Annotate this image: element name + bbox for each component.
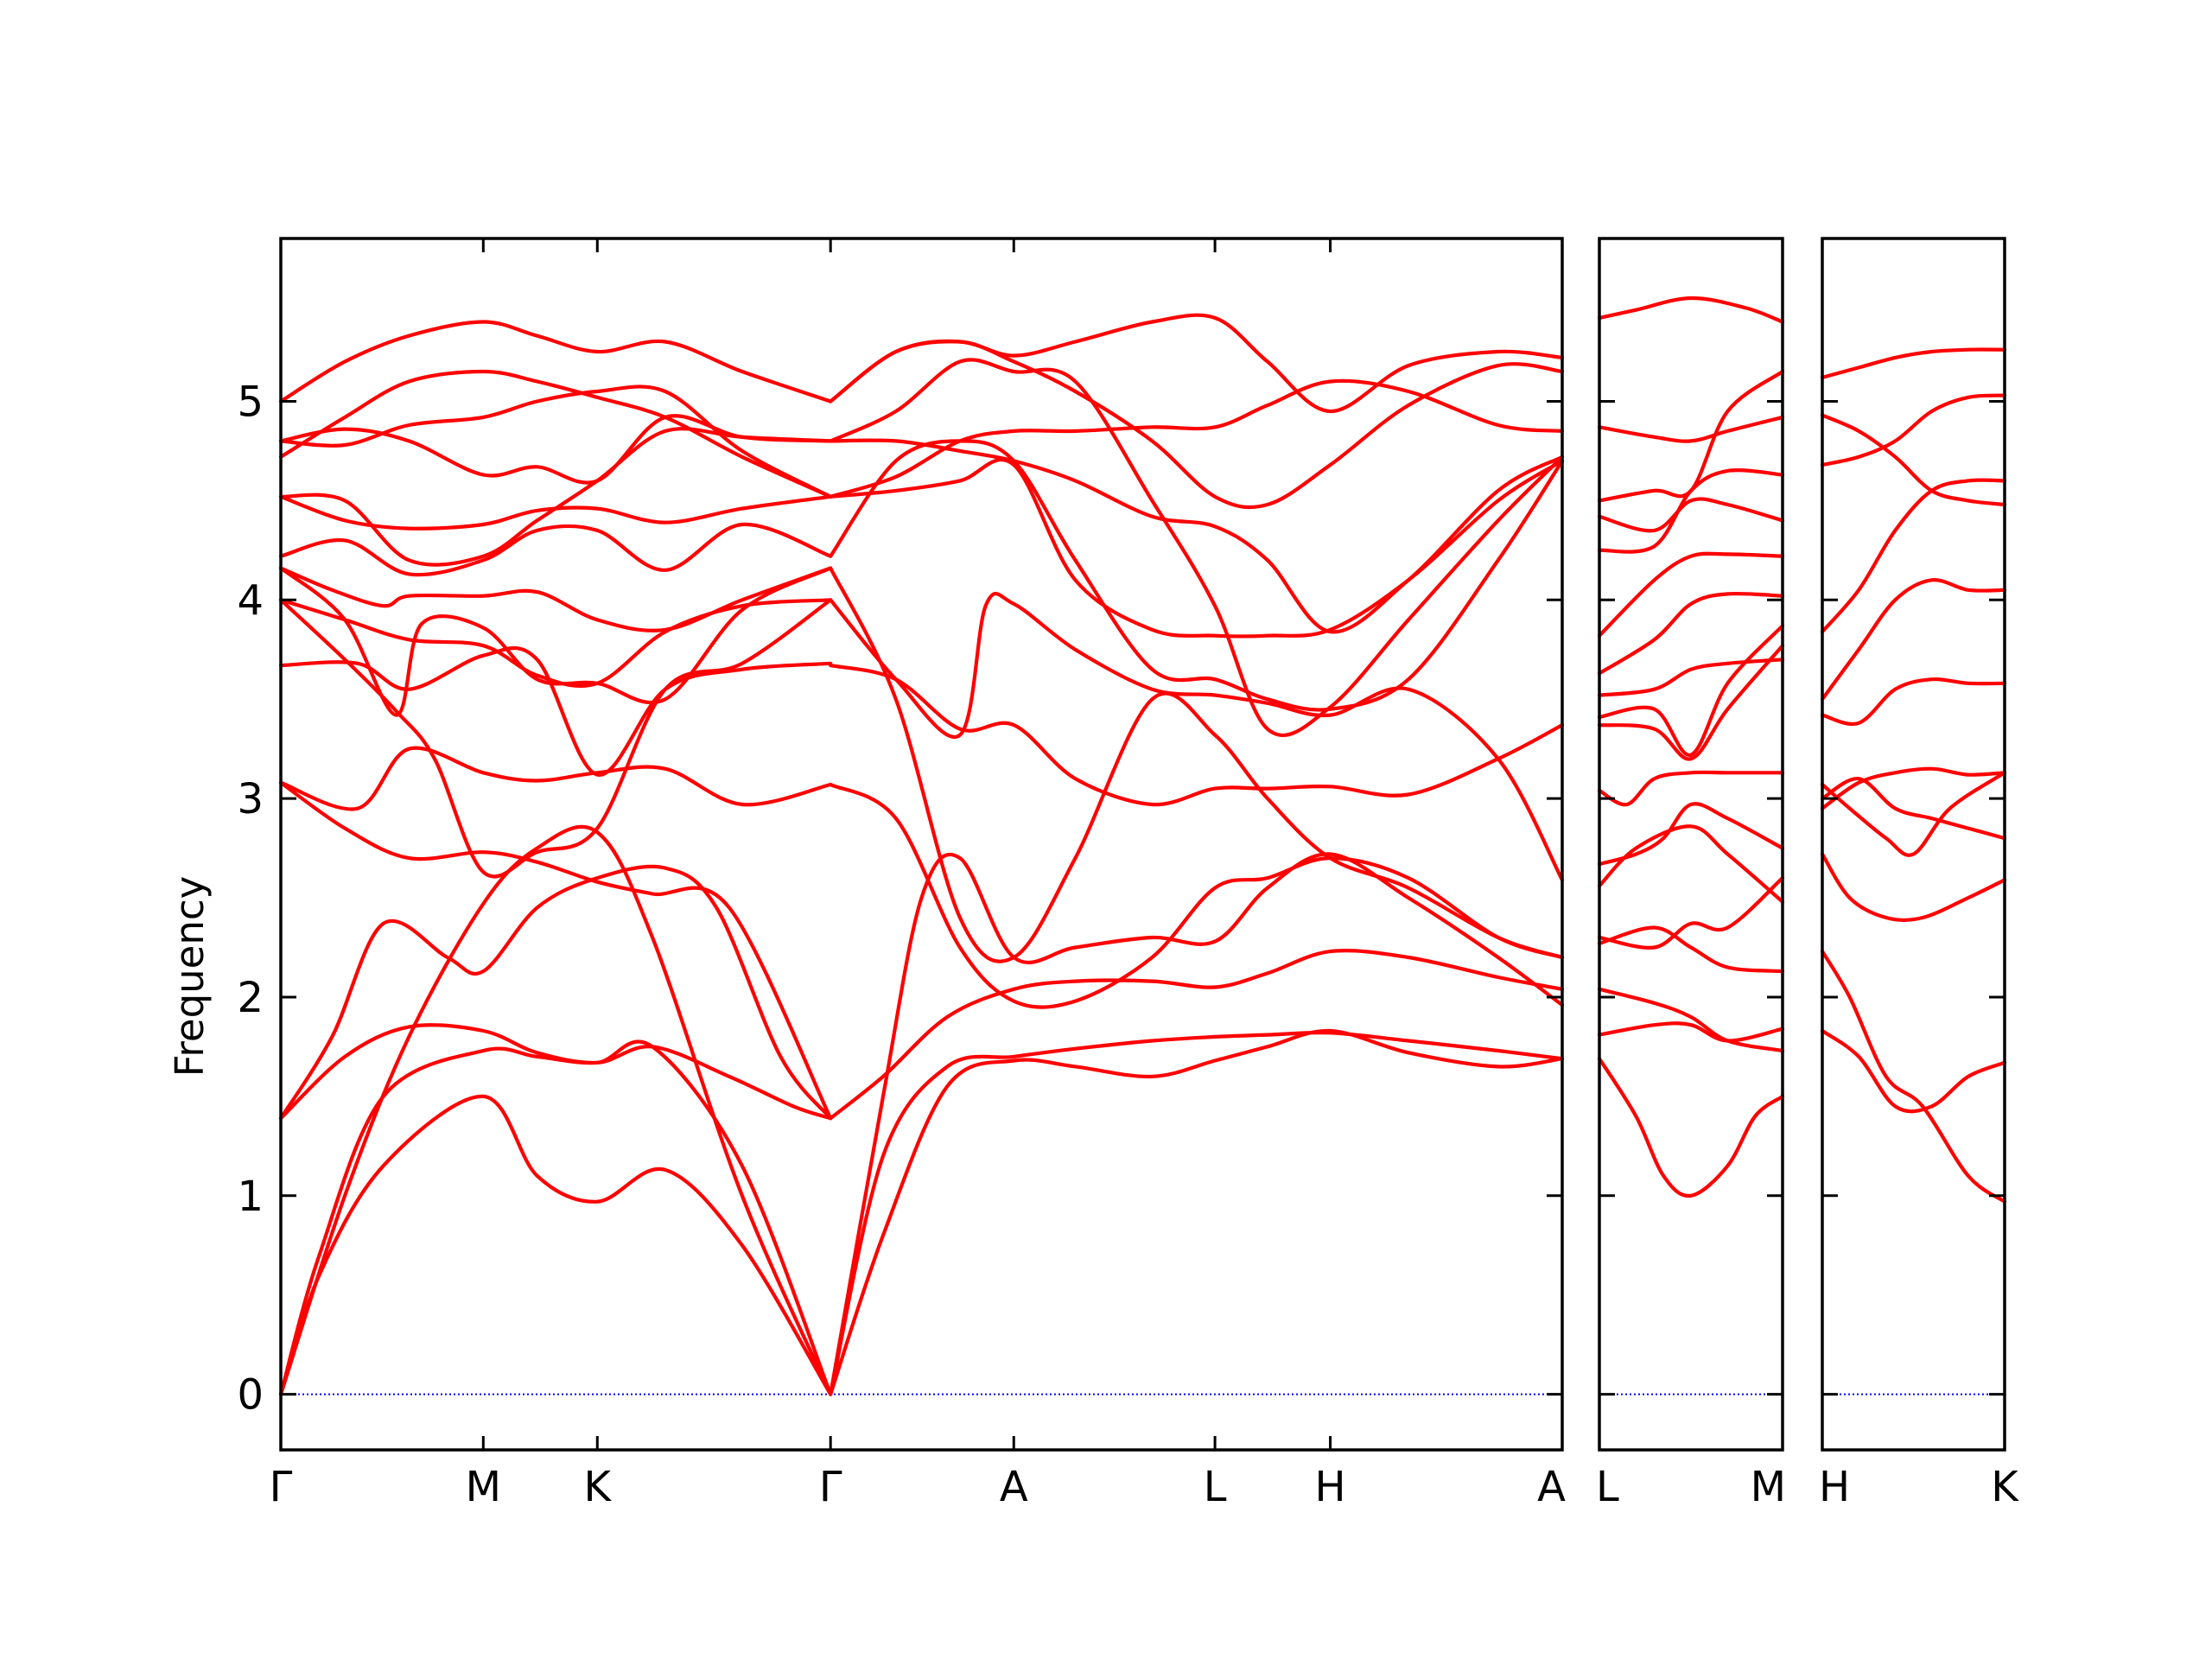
band-line	[1820, 777, 2007, 841]
band-line	[278, 1094, 833, 1396]
x-tick-label: Γ	[819, 1463, 842, 1511]
band-line	[1820, 393, 2007, 467]
band-line	[1820, 413, 2007, 507]
band-line	[829, 313, 1565, 414]
band-line	[1597, 551, 1785, 638]
band-line	[278, 645, 833, 777]
band-line	[1597, 824, 1785, 904]
y-axis-label: Frequency	[167, 876, 213, 1077]
x-tick-label: L	[1204, 1463, 1227, 1511]
band-line	[1820, 677, 2007, 727]
x-tick-label: A	[1537, 1463, 1566, 1511]
band-line	[278, 1023, 833, 1121]
y-tick-label: 4	[237, 576, 264, 625]
band-line	[829, 782, 1565, 1009]
band-line	[278, 369, 833, 499]
x-tick-label: L	[1596, 1463, 1619, 1511]
band-line	[829, 852, 1565, 1396]
band-line	[1597, 925, 1785, 974]
band-line	[278, 824, 833, 1396]
y-tick-label: 0	[237, 1371, 264, 1420]
band-line	[278, 864, 833, 1121]
band-line	[1597, 876, 1785, 950]
band-line	[278, 780, 833, 1121]
band-line	[1820, 1028, 2007, 1114]
band-line	[1597, 497, 1785, 533]
y-tick-label: 2	[237, 974, 264, 1022]
x-tick-label: A	[1000, 1463, 1028, 1511]
band-line	[1820, 578, 2007, 702]
band-line	[829, 664, 1565, 807]
x-tick-label: H	[1315, 1463, 1346, 1511]
band-line	[829, 592, 1565, 882]
band-line	[278, 1039, 833, 1396]
band-line	[278, 566, 833, 632]
band-line	[1820, 771, 2007, 857]
band-line	[1597, 624, 1785, 757]
band-line	[1597, 369, 1785, 503]
band-line	[1597, 415, 1785, 443]
band-line	[829, 439, 1565, 712]
band-line	[829, 358, 1565, 737]
band-line	[829, 1028, 1565, 1396]
band-line	[829, 566, 1565, 963]
band-line	[1820, 852, 2007, 923]
y-tick-label: 5	[237, 378, 264, 426]
band-line	[278, 566, 833, 717]
band-line	[829, 378, 1565, 499]
panel-frame	[1598, 237, 1784, 1452]
band-line	[1597, 1021, 1785, 1043]
x-tick-label: M	[466, 1463, 501, 1511]
panel-1: Γ M K Γ A L H A 0 1 2 3 4 5	[237, 237, 1566, 1511]
band-line	[278, 320, 833, 404]
band-line	[278, 414, 833, 485]
band-line	[278, 598, 833, 879]
band-line	[1597, 987, 1785, 1053]
band-line	[829, 458, 1565, 639]
x-tick-label: K	[1991, 1463, 2019, 1511]
band-line	[829, 339, 1565, 510]
band-line	[278, 522, 833, 577]
band-line	[1597, 802, 1785, 867]
band-line	[278, 385, 833, 499]
band-line	[1597, 770, 1785, 807]
y-tick-label: 1	[237, 1173, 264, 1221]
band-line	[278, 598, 833, 689]
panel-frame	[279, 237, 1564, 1452]
band-line	[1597, 591, 1785, 676]
band-line	[1820, 950, 2007, 1204]
band-line	[278, 427, 833, 567]
band-line	[1820, 347, 2007, 379]
band-line	[829, 949, 1565, 1121]
band-line	[1597, 296, 1785, 324]
x-tick-label: K	[584, 1463, 613, 1511]
panel-frame	[1821, 237, 2006, 1452]
band-line	[278, 746, 833, 811]
x-tick-label: M	[1751, 1463, 1786, 1511]
x-tick-label: Γ	[270, 1463, 293, 1511]
band-line	[1820, 766, 2007, 810]
band-line	[1820, 478, 2007, 634]
y-tick-label: 3	[237, 775, 264, 823]
x-tick-label: H	[1819, 1463, 1850, 1511]
band-line	[829, 438, 1565, 634]
band-line	[1597, 644, 1785, 761]
band-line	[1597, 658, 1785, 697]
band-line	[1597, 1057, 1785, 1198]
band-line	[829, 1030, 1565, 1396]
